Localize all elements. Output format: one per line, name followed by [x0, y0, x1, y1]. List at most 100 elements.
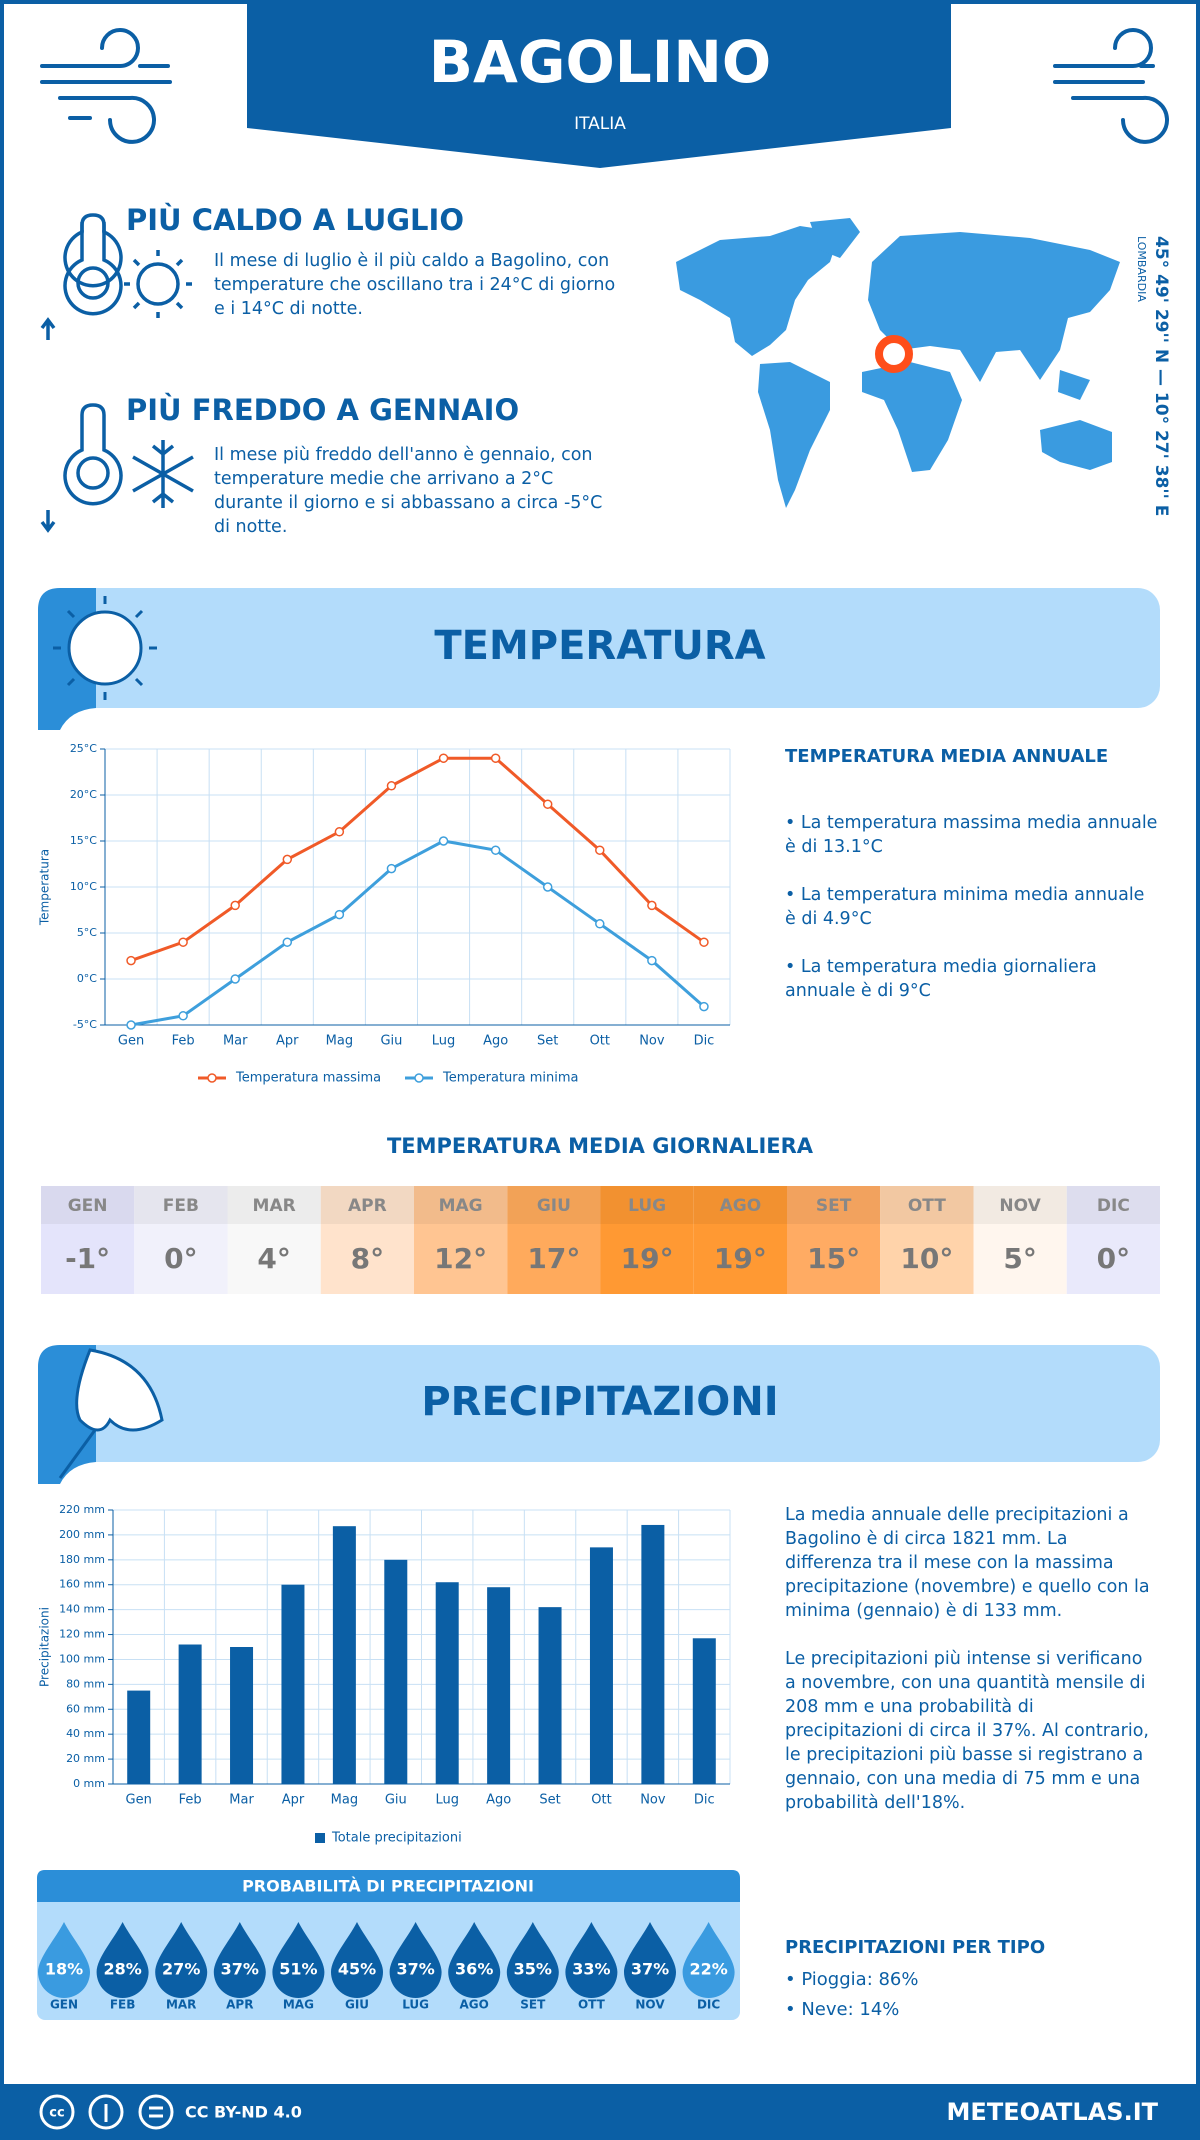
daily-cell [973, 1224, 1067, 1294]
y-tick-label: 120 mm [59, 1628, 105, 1641]
drop [155, 1922, 208, 1998]
daily-header-cell [787, 1186, 881, 1224]
bar [384, 1559, 408, 1784]
y-tick-label: 0 mm [73, 1777, 105, 1790]
daily-value: -1° [65, 1242, 110, 1275]
x-tick-label: Mag [326, 1034, 353, 1049]
drop-label: 37% [631, 1960, 669, 1979]
series-line [130, 839, 705, 1027]
legend-label: Temperatura massima [235, 1071, 381, 1086]
daily-cell [414, 1224, 508, 1294]
drop [38, 1922, 90, 1998]
y-tick-label: 10°C [70, 880, 97, 893]
drop-month: LUG [402, 1998, 429, 2012]
y-tick-label: 160 mm [59, 1578, 105, 1591]
section-title: TEMPERATURA [434, 623, 765, 669]
daily-cell [1066, 1224, 1160, 1294]
drop-label: 27% [162, 1960, 200, 1979]
drop-label: 35% [514, 1960, 552, 1979]
x-tick-label: Dic [694, 1793, 715, 1808]
point [178, 937, 188, 947]
point [490, 845, 501, 855]
drop-label: 36% [455, 1960, 493, 1979]
section-banner [38, 1345, 1160, 1462]
drop [506, 1922, 559, 1998]
cold-icon [40, 403, 194, 533]
stats-title: TEMPERATURA MEDIA ANNUALE [785, 746, 1108, 767]
drop-label: 37% [221, 1960, 259, 1979]
drop-month: AGO [460, 1998, 489, 2012]
legend-marker [414, 1073, 424, 1083]
stats-list: • La temperatura massima media annuale è… [785, 811, 1160, 1027]
daily-value: 0° [164, 1242, 197, 1275]
location-marker [875, 335, 913, 373]
bar [487, 1587, 511, 1784]
highlight-text: Il mese di luglio è il più caldo a Bagol… [214, 251, 616, 319]
highlight-title: PIÙ FREDDO A GENNAIO [126, 393, 520, 427]
point [126, 1020, 136, 1030]
y-tick-label: 40 mm [66, 1727, 105, 1740]
drop-label: 51% [279, 1960, 317, 1979]
point [230, 900, 240, 911]
drop-month: MAG [283, 1998, 314, 2012]
probability-box [37, 1870, 740, 2020]
type-item: • Neve: 14% [785, 1999, 899, 2020]
point [647, 955, 657, 966]
x-tick-label: Gen [118, 1034, 144, 1049]
site: METEOATLAS.IT [947, 2098, 1159, 2126]
point [334, 909, 345, 920]
paragraph: Le precipitazioni più intense si verific… [785, 1649, 1149, 1813]
daily-month: AGO [720, 1196, 762, 1216]
x-tick-label: Feb [172, 1034, 195, 1049]
legend-label: Temperatura minima [442, 1071, 579, 1086]
daily-cell [227, 1224, 321, 1294]
drop-label: 22% [689, 1960, 727, 1979]
drop-month: GIU [345, 1998, 369, 2012]
x-tick-label: Feb [179, 1793, 202, 1808]
daily-value: 0° [1097, 1242, 1130, 1275]
hot-icon [40, 213, 192, 340]
daily-value: 5° [1003, 1242, 1036, 1275]
probability-header [37, 1870, 740, 1902]
legend-marker [207, 1073, 217, 1083]
header-banner [247, 0, 951, 168]
drop-month: FEB [110, 1998, 136, 2012]
bar [281, 1584, 305, 1784]
bar [127, 1690, 151, 1784]
y-axis-label: Temperatura [38, 849, 52, 926]
x-tick-label: Apr [282, 1793, 305, 1808]
bar [178, 1644, 202, 1784]
drop-month: OTT [578, 1998, 606, 2012]
daily-month: LUG [628, 1196, 666, 1216]
drop-month: MAR [166, 1998, 196, 2012]
x-tick-label: Mar [229, 1793, 254, 1808]
daily-cell [880, 1224, 974, 1294]
point [282, 937, 293, 947]
daily-cell [41, 1224, 135, 1294]
y-axis-label: Precipitazioni [38, 1607, 52, 1687]
types-title: PRECIPITAZIONI PER TIPO [785, 1937, 1045, 1958]
daily-month: GEN [68, 1196, 108, 1216]
drop [565, 1922, 618, 1998]
stat: • La temperatura media giornaliera annua… [785, 957, 1097, 1001]
section-title: PRECIPITAZIONI [421, 1379, 778, 1425]
y-tick-label: 5°C [77, 926, 97, 939]
coordinates: 45° 49' 29'' N — 10° 27' 38'' E [1151, 236, 1171, 516]
drop-month: GEN [50, 1998, 78, 2012]
daily-value: 12° [434, 1242, 487, 1275]
point [438, 836, 449, 846]
series-line [130, 756, 705, 963]
paragraph: La media annuale delle precipitazioni a … [785, 1505, 1150, 1621]
header-subtitle: ITALIA [574, 114, 626, 134]
bar [332, 1526, 356, 1784]
y-tick-label: -5°C [73, 1018, 97, 1031]
footer-bar [0, 2084, 1200, 2140]
x-tick-label: Dic [694, 1034, 715, 1049]
daily-header-cell [693, 1186, 787, 1224]
region: LOMBARDIA [1135, 236, 1148, 302]
drop [682, 1922, 735, 1998]
daily-header-cell [41, 1186, 135, 1224]
point [595, 919, 605, 929]
point [699, 937, 709, 947]
